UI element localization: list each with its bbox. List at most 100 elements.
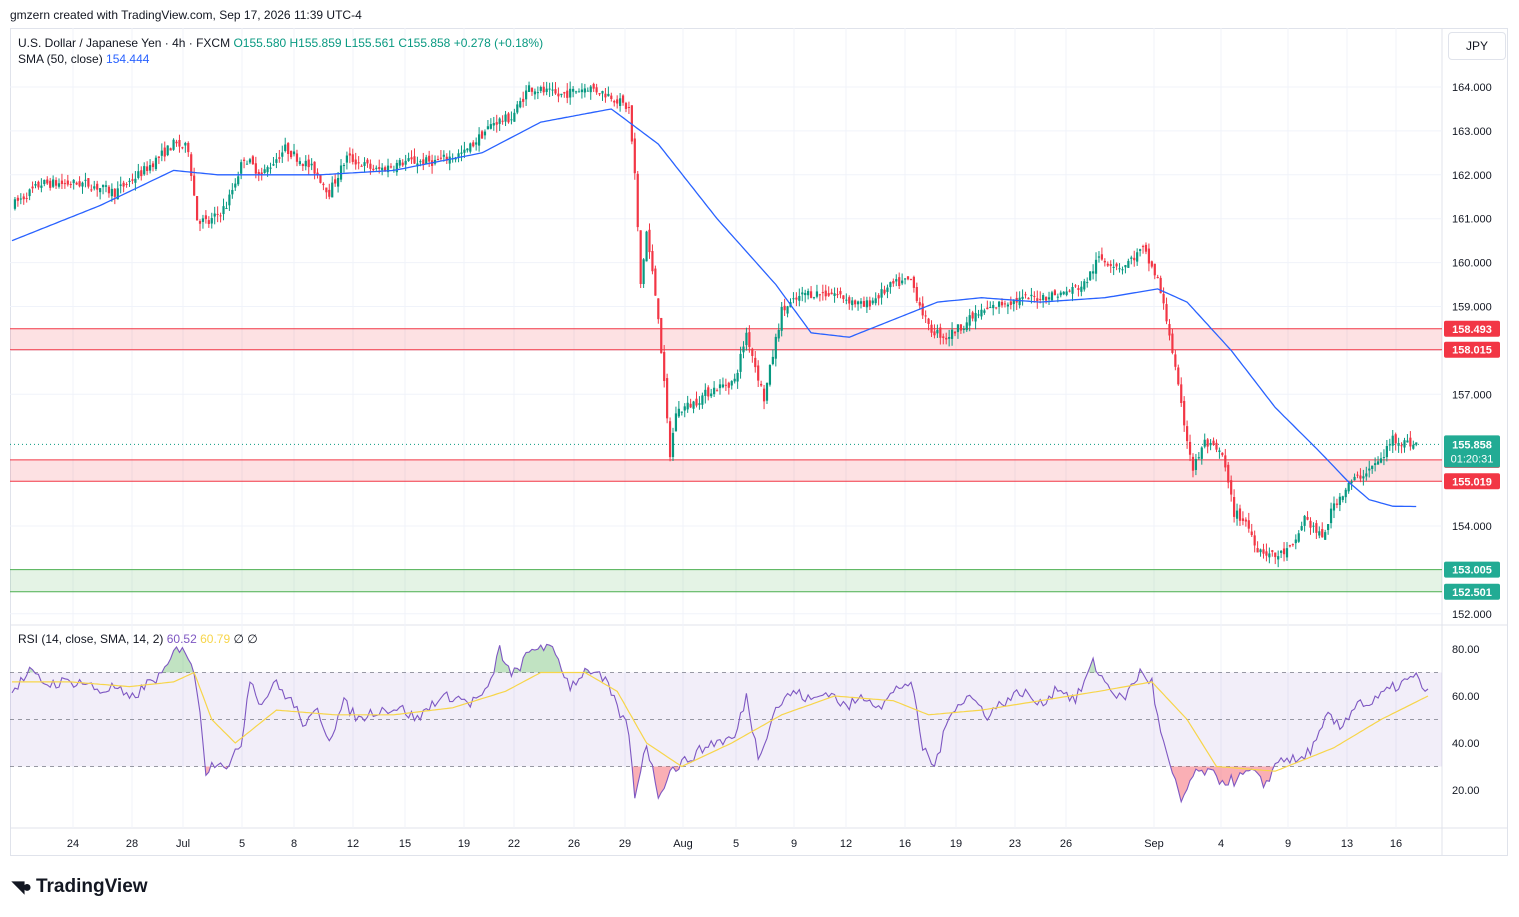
currency-button[interactable]: JPY	[1448, 32, 1506, 60]
rsi-y-tick-label: 40.00	[1452, 738, 1480, 750]
candle	[945, 332, 948, 345]
candle	[983, 308, 986, 315]
x-tick-label: Sep	[1144, 838, 1164, 850]
candle-body	[1006, 304, 1010, 307]
candle	[307, 154, 310, 175]
candle-body	[52, 179, 55, 187]
candle-body	[292, 151, 296, 155]
candle	[1394, 432, 1397, 451]
x-tick-label: 12	[840, 838, 852, 850]
candle	[886, 284, 889, 299]
candle	[1306, 511, 1309, 521]
candle-body	[348, 153, 351, 156]
candle	[63, 179, 66, 189]
candle-body	[187, 142, 190, 153]
x-tick-label: 16	[899, 838, 911, 850]
candle	[1321, 522, 1324, 538]
candle	[1309, 517, 1312, 535]
candle-body	[536, 92, 539, 94]
zone-price-label: 153.005	[1452, 565, 1492, 577]
candle-body	[1291, 544, 1294, 546]
zone-green	[10, 569, 1442, 592]
candle-body	[1318, 531, 1321, 536]
candle-body	[754, 357, 757, 368]
candle	[733, 373, 736, 384]
candle-body	[240, 162, 243, 174]
candle-body	[1191, 456, 1195, 471]
candle	[801, 286, 804, 302]
candle	[475, 137, 478, 151]
candle	[795, 292, 798, 307]
candle-body	[780, 306, 783, 331]
candle	[210, 212, 213, 229]
candle-body	[1280, 550, 1283, 553]
candle-body	[1033, 295, 1036, 297]
candle	[777, 323, 780, 342]
candle	[830, 288, 833, 295]
candle-body	[1144, 244, 1148, 252]
candle-body	[1121, 269, 1124, 271]
candle	[216, 206, 219, 223]
candle	[187, 141, 190, 157]
candle	[242, 157, 246, 169]
candle	[389, 163, 393, 169]
candle-body	[166, 145, 169, 156]
candle-body	[1186, 426, 1189, 442]
candle-body	[43, 179, 46, 185]
candle	[760, 380, 763, 387]
candle-body	[768, 365, 772, 385]
candle	[1356, 471, 1359, 479]
candle-body	[809, 291, 813, 298]
candle	[295, 149, 299, 167]
candle-body	[686, 402, 689, 410]
candle	[1397, 437, 1400, 453]
candle	[1297, 530, 1300, 543]
rsi-legend: RSI (14, close, SMA, 14, 2) 60.52 60.79 …	[18, 632, 258, 646]
candle-body	[542, 86, 545, 93]
candle-body	[1406, 440, 1409, 443]
candle	[751, 347, 754, 363]
candle	[845, 293, 848, 305]
candle-body	[381, 167, 384, 171]
candle	[54, 177, 58, 190]
candle	[762, 384, 766, 410]
candle-body	[96, 183, 99, 190]
candle	[1315, 520, 1318, 539]
candle	[195, 196, 199, 221]
candle	[480, 129, 484, 139]
symbol-label: U.S. Dollar / Japanese Yen · 4h · FXCM	[18, 36, 231, 50]
candle-body	[278, 157, 281, 159]
candle-body	[266, 167, 269, 173]
candle-body	[313, 161, 316, 174]
candle-body	[287, 143, 290, 154]
candle-body	[572, 88, 575, 92]
high-value: H155.859	[289, 36, 342, 50]
candle	[1265, 543, 1268, 562]
candle	[1091, 264, 1095, 280]
candle-body	[862, 301, 866, 307]
candle-body	[762, 388, 766, 402]
candle-body	[398, 160, 401, 166]
candle-body	[34, 184, 37, 186]
candle-body	[160, 150, 163, 156]
candle-body	[760, 383, 763, 386]
candle-body	[172, 139, 175, 150]
sma-line	[11, 108, 1417, 508]
candle	[680, 411, 683, 416]
candle-body	[939, 327, 942, 338]
candle-body	[489, 124, 492, 129]
candle	[1068, 289, 1071, 293]
candle	[1400, 442, 1403, 454]
candle	[510, 111, 513, 125]
candle	[554, 82, 557, 95]
candle	[965, 316, 968, 332]
candle	[668, 417, 672, 462]
candle	[433, 155, 437, 166]
candle	[1080, 281, 1083, 297]
candle	[345, 151, 349, 170]
zone-price-tag	[1444, 341, 1500, 358]
candle	[1412, 440, 1415, 450]
candle	[1206, 438, 1209, 454]
candle	[1241, 511, 1245, 526]
